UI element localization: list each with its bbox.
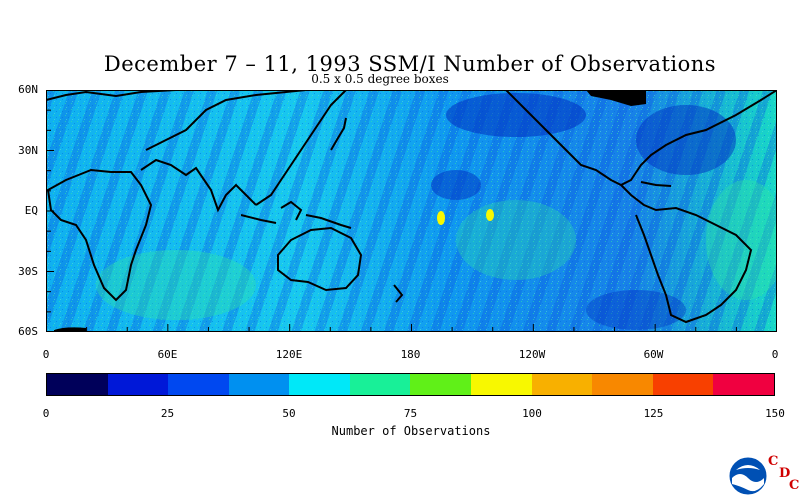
colorbar-tick-label: 125	[643, 407, 664, 420]
colorbar-swatch	[289, 374, 350, 395]
colorbar-swatch	[168, 374, 229, 395]
longitude-label: 0	[42, 348, 50, 361]
high-count-zone	[456, 200, 576, 280]
latitude-label: 30N	[18, 143, 38, 157]
colorbar-swatch	[471, 374, 532, 395]
colorbar-swatch	[410, 374, 472, 395]
colorbar-swatch	[592, 374, 653, 395]
latitude-label: EQ	[24, 204, 38, 217]
logo-letter: D	[779, 466, 791, 481]
colorbar-swatch	[652, 374, 714, 395]
hot-spot	[486, 209, 494, 221]
low-count-zone	[586, 290, 686, 330]
ice-mask	[586, 90, 646, 106]
colorbar-swatch	[531, 374, 593, 395]
longitude-label: 120E	[275, 348, 303, 361]
colorbar-swatch	[713, 374, 774, 395]
colorbar-swatch	[228, 374, 290, 395]
low-count-zone	[431, 170, 481, 200]
observation-map-svg	[46, 90, 777, 332]
longitude-label: 120W	[518, 348, 546, 361]
map-subtitle: 0.5 x 0.5 degree boxes	[311, 72, 449, 86]
low-count-zone	[636, 105, 736, 175]
coastlines	[46, 90, 777, 324]
colorbar-swatch	[349, 374, 411, 395]
longitude-label: 180	[400, 348, 421, 361]
latitude-label: 30S	[18, 264, 38, 278]
colorbar	[46, 373, 775, 396]
colorbar-swatch	[107, 374, 169, 395]
colorbar-tick-label: 150	[765, 407, 785, 420]
longitude-label: 0	[771, 348, 779, 361]
colorbar-tick-label: 0	[42, 407, 50, 420]
colorbar-tick-label: 100	[522, 407, 542, 420]
colorbar-swatch	[47, 374, 108, 395]
colorbar-tick-label: 75	[403, 407, 418, 420]
longitude-label: 60E	[157, 348, 178, 361]
antarctica-mask	[54, 327, 86, 332]
logo-letter: C	[768, 454, 779, 469]
latitude-label: 60S	[18, 325, 38, 338]
latitude-label: 60N	[18, 83, 38, 96]
colorbar-title: Number of Observations	[331, 424, 491, 438]
colorbar-tick-label: 25	[160, 407, 175, 420]
noaa-logo-icon	[728, 456, 768, 496]
low-count-zone	[446, 93, 586, 137]
logo-letter: C	[789, 478, 800, 493]
hot-spot	[437, 211, 445, 225]
high-count-zone	[96, 250, 256, 320]
observation-map	[46, 90, 777, 332]
colorbar-tick-label: 50	[282, 407, 296, 420]
longitude-label: 60W	[643, 348, 664, 361]
map-title: December 7 – 11, 1993 SSM/I Number of Ob…	[103, 52, 717, 76]
